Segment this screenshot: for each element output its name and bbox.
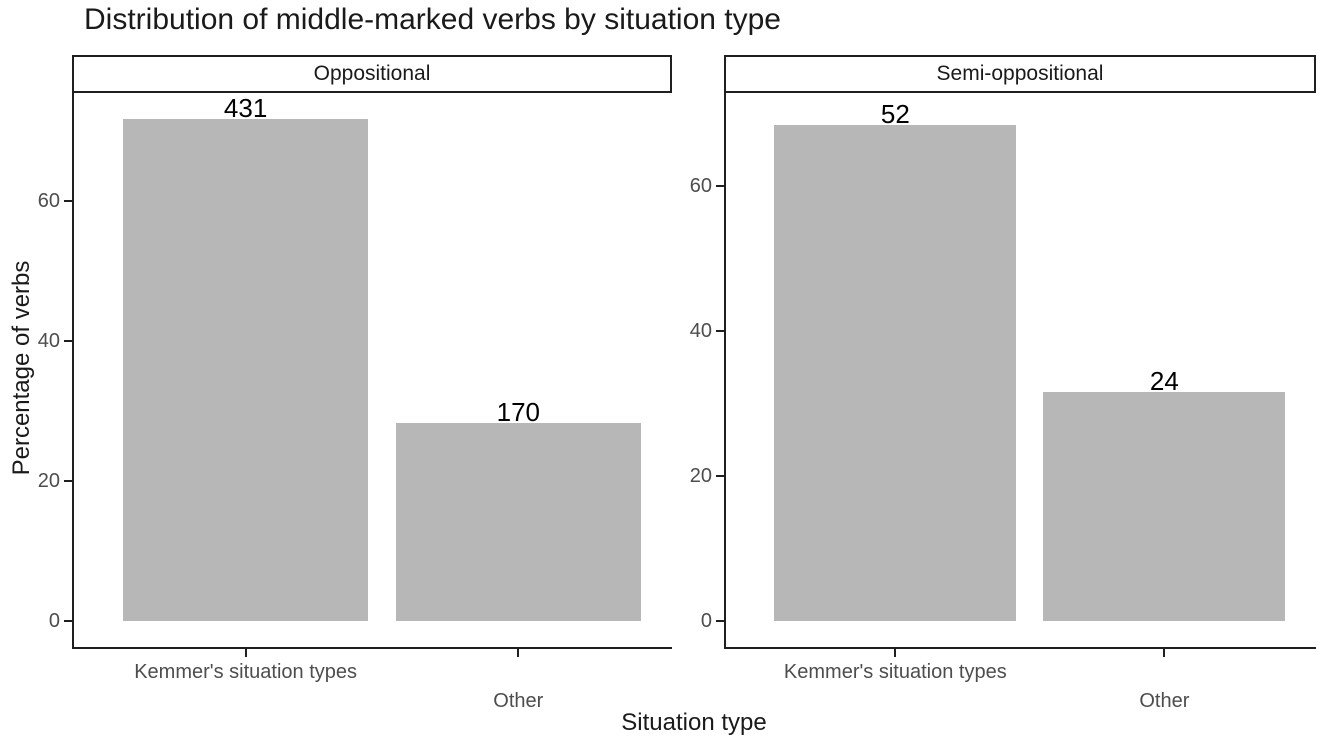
x-tick-mark (894, 647, 897, 657)
chart-title: Distribution of middle-marked verbs by s… (84, 3, 781, 36)
facet-oppositional: Oppositional 0 20 40 60 431 Kemmer's situatio… (38, 55, 672, 712)
x-tick-mark (517, 647, 520, 657)
bar (1043, 391, 1286, 621)
x-tick-mark (244, 647, 247, 657)
y-tick-mark (716, 620, 724, 622)
y-tick-mark (64, 480, 72, 482)
x-tick-label: Other (493, 690, 544, 712)
y-tick-label: 0 (48, 610, 60, 632)
facet-strip-label: Oppositional (313, 62, 431, 85)
y-tick-mark (64, 200, 72, 202)
y-tick-label: 20 (37, 470, 60, 492)
x-tick-label: Kemmer's situation types (783, 661, 1007, 683)
y-tick-label: 60 (689, 175, 712, 197)
bar (123, 119, 369, 621)
facet-strip: Oppositional (72, 55, 672, 93)
bar-value-label: 170 (496, 396, 540, 427)
x-axis-title: Situation type (621, 709, 767, 736)
y-tick-label: 0 (700, 610, 712, 632)
y-tick-label: 60 (37, 190, 60, 212)
y-tick-mark (716, 185, 724, 187)
facet-semi-oppositional: Semi-oppositional 0 20 40 60 52 Kemmer's situ… (690, 55, 1316, 712)
bar-value-label: 24 (1149, 365, 1179, 396)
x-tick-mark (1163, 647, 1166, 657)
x-tick-label: Kemmer's situation types (134, 661, 358, 683)
bar (774, 125, 1017, 621)
facet-strip: Semi-oppositional (724, 55, 1316, 93)
bar-value-label: 52 (880, 99, 910, 130)
y-tick-mark (64, 340, 72, 342)
y-tick-label: 40 (689, 320, 712, 342)
facet-panel: 0 20 40 60 431 Kemmer's situation types 170 Oth… (38, 93, 672, 712)
bar-value-label: 431 (223, 93, 268, 124)
y-tick-mark (64, 620, 72, 622)
y-tick-mark (716, 330, 724, 332)
y-axis-title: Percentage of verbs (8, 260, 35, 476)
y-tick-label: 40 (37, 330, 60, 352)
y-tick-label: 20 (689, 465, 712, 487)
x-tick-label: Other (1139, 690, 1190, 712)
bar (395, 422, 641, 621)
y-tick-mark (716, 475, 724, 477)
facet-panel: 0 20 40 60 52 Kemmer's situation types 24 Other (690, 93, 1316, 712)
facet-strip-label: Semi-oppositional (936, 62, 1104, 85)
